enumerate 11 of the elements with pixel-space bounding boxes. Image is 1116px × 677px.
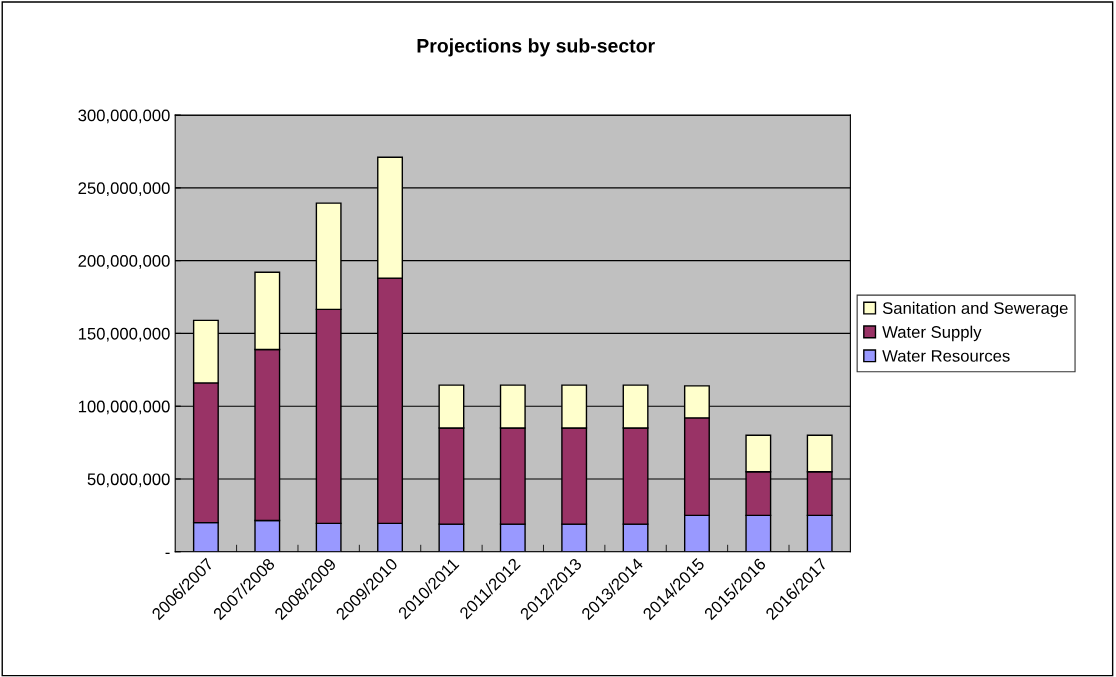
legend-label: Water Resources (882, 350, 1010, 362)
y-tick-label: 100,000,000 (78, 400, 170, 415)
legend-label: Water Supply (882, 325, 982, 342)
y-tick-label: 300,000,000 (78, 109, 170, 124)
y-tick-label: 50,000,000 (87, 473, 170, 488)
y-tick-label: 200,000,000 (78, 255, 170, 269)
y-tick-label: - (165, 552, 170, 555)
chart-title: Projections by sub-sector (417, 38, 655, 57)
y-tick-label: 250,000,000 (78, 182, 170, 197)
y-tick-label: 150,000,000 (78, 327, 170, 342)
legend-label: Sanitation and Sewerage (882, 301, 1068, 318)
